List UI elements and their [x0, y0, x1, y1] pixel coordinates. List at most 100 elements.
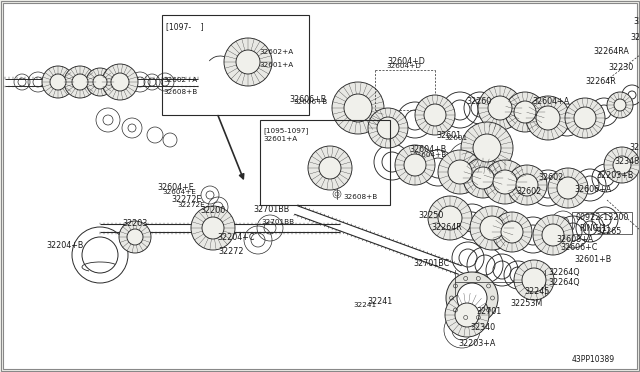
Text: 32701BC: 32701BC — [413, 260, 450, 269]
Circle shape — [501, 221, 523, 243]
Text: 32264R: 32264R — [585, 77, 616, 87]
Circle shape — [574, 107, 596, 129]
Circle shape — [438, 206, 462, 230]
Circle shape — [514, 101, 536, 123]
Text: 32606+C: 32606+C — [560, 244, 597, 253]
Circle shape — [50, 74, 66, 90]
Text: 32604+B: 32604+B — [410, 145, 447, 154]
Text: 32203+A: 32203+A — [458, 339, 495, 347]
Circle shape — [557, 177, 579, 199]
Circle shape — [93, 75, 107, 89]
Circle shape — [111, 73, 129, 91]
Text: 00922-13200: 00922-13200 — [576, 214, 629, 222]
Circle shape — [446, 272, 498, 324]
Circle shape — [308, 146, 352, 190]
Circle shape — [64, 66, 96, 98]
Circle shape — [72, 74, 88, 90]
Text: 32604+B: 32604+B — [413, 152, 447, 158]
Circle shape — [42, 66, 74, 98]
Text: [1097-    ]: [1097- ] — [166, 22, 204, 31]
Text: 32253: 32253 — [633, 17, 640, 26]
Circle shape — [445, 293, 489, 337]
Text: 32701BB: 32701BB — [253, 205, 290, 215]
Circle shape — [368, 108, 408, 148]
Text: 32606+B: 32606+B — [290, 96, 327, 105]
Circle shape — [86, 68, 114, 96]
Bar — [162, 15, 309, 115]
Circle shape — [473, 134, 501, 162]
Text: 32230: 32230 — [608, 64, 633, 73]
Circle shape — [493, 170, 517, 194]
Circle shape — [332, 82, 384, 134]
Circle shape — [507, 165, 547, 205]
Circle shape — [415, 95, 455, 135]
Text: 32264R: 32264R — [431, 224, 462, 232]
Text: 32253M: 32253M — [510, 299, 542, 308]
Text: 32602: 32602 — [538, 173, 563, 183]
Circle shape — [344, 94, 372, 122]
Text: 32601+A: 32601+A — [263, 136, 297, 142]
Circle shape — [455, 303, 479, 327]
Circle shape — [565, 98, 605, 138]
Circle shape — [536, 106, 560, 130]
Circle shape — [604, 147, 640, 183]
Text: 32601+B: 32601+B — [574, 256, 611, 264]
Circle shape — [514, 260, 554, 300]
Text: 32606+B: 32606+B — [294, 99, 328, 105]
Text: 32264RA: 32264RA — [593, 48, 629, 57]
Circle shape — [470, 206, 514, 250]
Circle shape — [472, 167, 494, 189]
Text: 32204+B: 32204+B — [47, 241, 84, 250]
Text: 32701: 32701 — [476, 308, 501, 317]
Text: [1095-1097]: [1095-1097] — [263, 127, 308, 134]
Text: 32604+A: 32604+A — [532, 97, 569, 106]
Circle shape — [319, 157, 341, 179]
Text: 32265: 32265 — [596, 228, 621, 237]
Text: 32608+A: 32608+A — [556, 235, 593, 244]
Text: 32601+A: 32601+A — [259, 62, 293, 68]
Text: 32604+E: 32604+E — [162, 189, 196, 195]
Text: 32203+B: 32203+B — [596, 171, 634, 180]
Circle shape — [202, 217, 224, 239]
Circle shape — [102, 64, 138, 100]
Circle shape — [224, 38, 272, 86]
Text: 32241: 32241 — [367, 298, 392, 307]
Circle shape — [448, 160, 472, 184]
Text: 32602+A: 32602+A — [259, 49, 293, 55]
Bar — [572, 212, 632, 234]
Circle shape — [516, 174, 538, 196]
Bar — [260, 120, 390, 205]
Circle shape — [438, 150, 482, 194]
Text: 32351: 32351 — [629, 144, 640, 153]
Text: 32245: 32245 — [524, 288, 549, 296]
Text: 32602+A: 32602+A — [163, 77, 197, 83]
Circle shape — [492, 212, 532, 252]
Circle shape — [526, 96, 570, 140]
Text: 32264Q: 32264Q — [548, 267, 580, 276]
Text: 32200: 32200 — [200, 206, 226, 215]
Circle shape — [461, 122, 513, 174]
Text: 32272: 32272 — [218, 247, 244, 257]
Text: 32264Q: 32264Q — [548, 278, 580, 286]
Circle shape — [607, 92, 633, 118]
Text: 32246: 32246 — [630, 33, 640, 42]
Circle shape — [478, 86, 522, 130]
Circle shape — [505, 92, 545, 132]
Text: 32604+E: 32604+E — [157, 183, 194, 192]
Text: 32203: 32203 — [123, 219, 148, 228]
Text: 32340: 32340 — [470, 324, 495, 333]
Text: 32241: 32241 — [353, 302, 376, 308]
Text: 32701BB: 32701BB — [262, 219, 295, 225]
Circle shape — [457, 283, 487, 313]
Text: 32272E: 32272E — [172, 196, 202, 205]
Circle shape — [377, 117, 399, 139]
Text: 43PP10389: 43PP10389 — [572, 356, 615, 365]
Circle shape — [548, 168, 588, 208]
Circle shape — [463, 158, 503, 198]
Text: 32608+B: 32608+B — [343, 194, 377, 200]
Circle shape — [119, 221, 151, 253]
Circle shape — [404, 154, 426, 176]
Circle shape — [480, 216, 504, 240]
Text: 32604+D: 32604+D — [387, 63, 421, 69]
Text: 32601: 32601 — [445, 135, 468, 141]
